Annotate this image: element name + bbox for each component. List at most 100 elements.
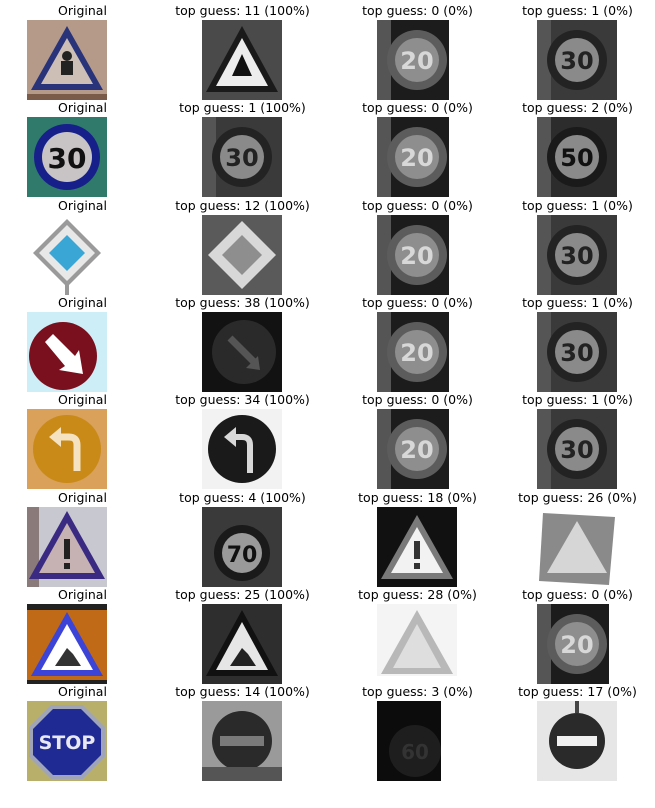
noentry-light-image: [537, 701, 617, 781]
svg-text:30: 30: [48, 142, 87, 175]
guess-cell: top guess: 4 (100%) 70: [160, 487, 325, 587]
guess-label: top guess: 1 (100%): [179, 100, 306, 115]
priority-road-image: [27, 215, 107, 295]
triangle-faded-image: [537, 507, 617, 587]
sign-image: 70: [202, 507, 282, 587]
guess-label: top guess: 0 (0%): [362, 100, 473, 115]
sign-image: [27, 20, 107, 100]
sign-image: 20: [377, 409, 457, 489]
svg-text:20: 20: [560, 631, 593, 659]
general-caution-image: [27, 507, 107, 587]
svg-text:20: 20: [400, 242, 433, 270]
guess-cell: top guess: 0 (0%) 20: [335, 0, 500, 100]
guess-cell: top guess: 11 (100%): [160, 0, 325, 100]
guess-cell: top guess: 26 (0%): [495, 487, 655, 587]
original-label: Original: [58, 198, 107, 213]
guess-cell: top guess: 1 (0%) 30: [495, 0, 655, 100]
sign-image: [27, 604, 107, 684]
guess-cell: top guess: 0 (0%) 20: [335, 195, 500, 295]
speed-20-image: 20: [377, 117, 457, 197]
noentry-gray-image: [202, 701, 282, 781]
sign-image: 30: [537, 409, 617, 489]
speed-20-image: 20: [377, 409, 457, 489]
sign-image: [27, 507, 107, 587]
original-cell: Original 30: [0, 97, 165, 197]
original-cell: Original STOP: [0, 681, 165, 781]
speed-20-image: 20: [537, 604, 617, 684]
sign-image: [27, 409, 107, 489]
guess-cell: top guess: 18 (0%): [335, 487, 500, 587]
guess-label: top guess: 17 (0%): [518, 684, 637, 699]
sign-image: 30: [537, 312, 617, 392]
speed-20-image: 20: [377, 215, 457, 295]
guess-cell: top guess: 12 (100%): [160, 195, 325, 295]
speed-50-image: 50: [537, 117, 617, 197]
guess-label: top guess: 25 (100%): [175, 587, 310, 602]
road-work-image: [27, 604, 107, 684]
guess-cell: top guess: 1 (0%) 30: [495, 195, 655, 295]
sign-image: [537, 507, 617, 587]
original-cell: Original: [0, 0, 165, 100]
speed-30-dark-image: 30: [537, 215, 617, 295]
sign-image: 20: [537, 604, 617, 684]
sign-image: 20: [377, 215, 457, 295]
original-label: Original: [58, 587, 107, 602]
sign-image: STOP: [27, 701, 107, 781]
guess-label: top guess: 3 (0%): [362, 684, 473, 699]
guess-cell: top guess: 14 (100%): [160, 681, 325, 781]
sign-image: 30: [202, 117, 282, 197]
guess-label: top guess: 4 (100%): [179, 490, 306, 505]
original-label: Original: [58, 684, 107, 699]
guess-label: top guess: 0 (0%): [362, 295, 473, 310]
svg-text:20: 20: [400, 436, 433, 464]
stop-image: STOP: [27, 701, 107, 781]
original-cell: Original: [0, 195, 165, 295]
sign-image: 30: [537, 215, 617, 295]
svg-text:20: 20: [400, 47, 433, 75]
guess-cell: top guess: 0 (0%) 20: [335, 97, 500, 197]
original-label: Original: [58, 295, 107, 310]
guess-label: top guess: 0 (0%): [362, 3, 473, 18]
svg-text:30: 30: [560, 436, 593, 464]
guess-label: top guess: 12 (100%): [175, 198, 310, 213]
guess-cell: top guess: 28 (0%): [335, 584, 500, 684]
speed-70-image: 70: [202, 507, 282, 587]
sign-image: 30: [537, 20, 617, 100]
original-label: Original: [58, 100, 107, 115]
guess-label: top guess: 14 (100%): [175, 684, 310, 699]
original-label: Original: [58, 392, 107, 407]
guess-label: top guess: 0 (0%): [522, 587, 633, 602]
speed-30-dark-image: 30: [202, 117, 282, 197]
svg-text:20: 20: [400, 144, 433, 172]
sign-image: [202, 312, 282, 392]
children-crossing-image: [27, 20, 107, 100]
speed-30-image: 30: [27, 117, 107, 197]
svg-text:30: 30: [560, 47, 593, 75]
priority-gray-image: [202, 215, 282, 295]
sign-image: [202, 409, 282, 489]
sign-image: 60: [377, 701, 457, 781]
speed-20-image: 20: [377, 20, 457, 100]
sign-image: 20: [377, 117, 457, 197]
speed-30-dark-image: 30: [537, 20, 617, 100]
guess-cell: top guess: 1 (0%) 30: [495, 292, 655, 392]
keep-right-dark-image: [202, 312, 282, 392]
guess-cell: top guess: 1 (0%) 30: [495, 389, 655, 489]
sign-image: 30: [27, 117, 107, 197]
guess-cell: top guess: 34 (100%): [160, 389, 325, 489]
guess-label: top guess: 11 (100%): [175, 3, 310, 18]
guess-cell: top guess: 2 (0%) 50: [495, 97, 655, 197]
guess-cell: top guess: 0 (0%) 20: [335, 292, 500, 392]
sign-image: [537, 701, 617, 781]
speed-30-dark-image: 30: [537, 409, 617, 489]
turn-left-gray-image: [202, 409, 282, 489]
original-cell: Original: [0, 487, 165, 587]
triangle-ahead-image: [202, 20, 282, 100]
sign-image: 20: [377, 20, 457, 100]
svg-text:STOP: STOP: [39, 732, 96, 754]
original-cell: Original: [0, 292, 165, 392]
guess-cell: top guess: 25 (100%): [160, 584, 325, 684]
guess-label: top guess: 1 (0%): [522, 295, 633, 310]
guess-label: top guess: 38 (100%): [175, 295, 310, 310]
